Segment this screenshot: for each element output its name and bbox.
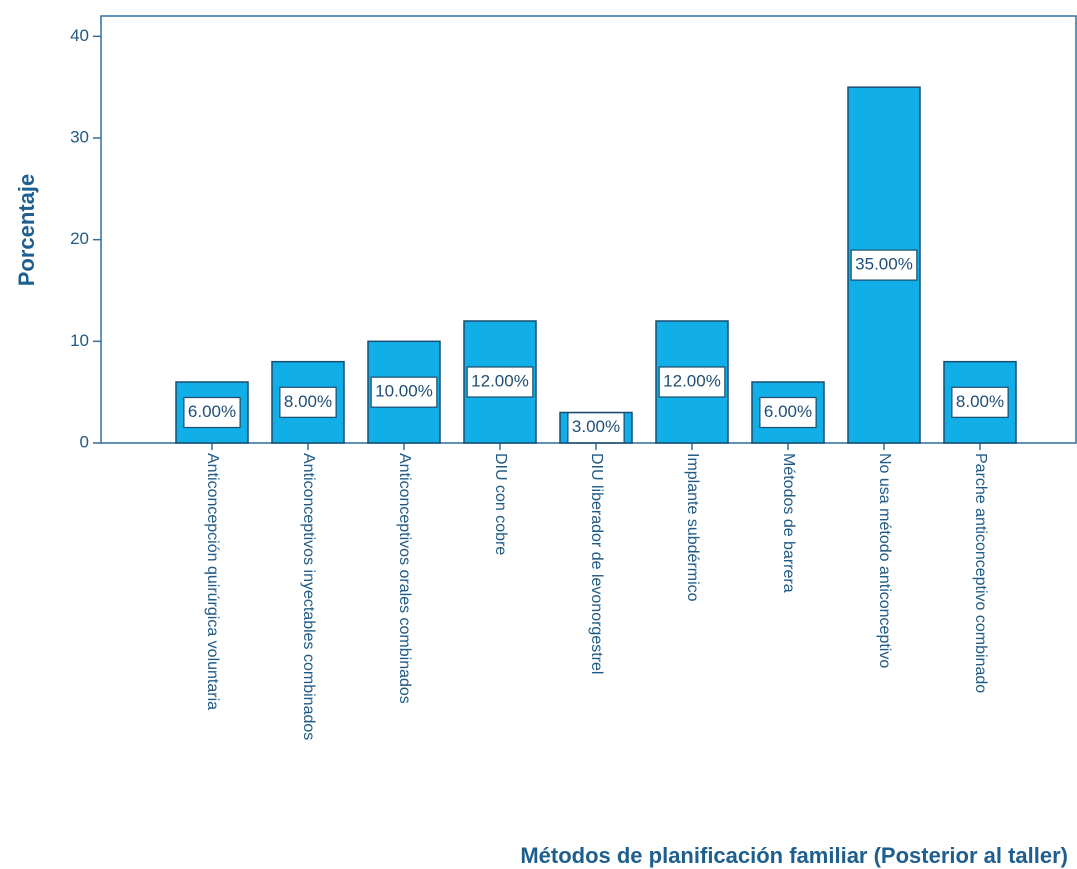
y-tick-label: 20 bbox=[70, 229, 89, 248]
value-label-box bbox=[951, 386, 1009, 418]
plot-frame bbox=[100, 15, 1077, 444]
value-label: 12.00% bbox=[663, 371, 721, 390]
y-tick-label: 10 bbox=[70, 331, 89, 350]
x-tick-label: DIU liberador de levonorgestrel bbox=[588, 453, 605, 674]
x-tick-label: Métodos de barrera bbox=[780, 453, 797, 593]
value-label: 35.00% bbox=[855, 255, 913, 274]
x-tick-label: Anticonceptivos orales combinados bbox=[396, 453, 413, 704]
value-label: 12.00% bbox=[471, 371, 529, 390]
y-tick-label: 40 bbox=[70, 26, 89, 45]
x-axis-title: Métodos de planificación familiar (Poste… bbox=[520, 843, 1068, 868]
x-tick-label: Anticonceptivos inyectables combinados bbox=[300, 453, 317, 740]
value-label: 6.00% bbox=[188, 402, 236, 421]
value-label-box bbox=[370, 376, 438, 408]
value-label-box bbox=[183, 396, 241, 429]
x-tick-label: Implante subdérmico bbox=[684, 453, 701, 602]
value-label-box bbox=[759, 396, 817, 429]
y-axis-title: Porcentaje bbox=[14, 174, 39, 287]
value-label: 8.00% bbox=[284, 392, 332, 411]
value-label-box bbox=[466, 366, 534, 398]
x-tick-label: Parche anticonceptivo combinado bbox=[972, 453, 989, 693]
y-tick-label: 30 bbox=[70, 127, 89, 146]
x-tick-label: No usa método anticonceptivo bbox=[876, 453, 893, 668]
x-tick-label: DIU con cobre bbox=[492, 453, 509, 555]
value-label-box bbox=[850, 249, 918, 281]
x-tick-label: Anticoncepción quirúrgica voluntaria bbox=[204, 453, 221, 710]
value-label-box bbox=[658, 366, 726, 398]
y-tick-label: 0 bbox=[80, 432, 89, 451]
value-label: 10.00% bbox=[375, 382, 433, 401]
value-label-box bbox=[567, 412, 625, 444]
value-label: 3.00% bbox=[572, 417, 620, 436]
value-label: 8.00% bbox=[956, 392, 1004, 411]
value-label-box bbox=[279, 386, 337, 418]
value-label: 6.00% bbox=[764, 402, 812, 421]
